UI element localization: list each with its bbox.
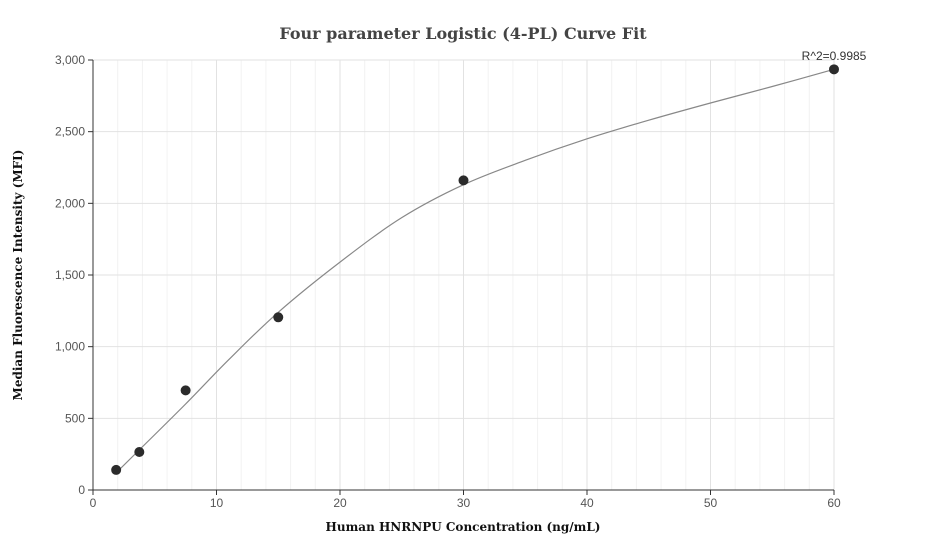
y-tick-label: 1,500 <box>55 268 85 282</box>
y-tick-label: 3,000 <box>55 53 85 67</box>
x-tick-label: 0 <box>90 496 97 510</box>
data-points <box>111 64 839 475</box>
x-tick-label: 10 <box>210 496 224 510</box>
grid-lines <box>92 59 835 491</box>
data-point <box>458 175 469 186</box>
y-tick-label: 2,500 <box>55 125 85 139</box>
data-point <box>829 64 839 75</box>
y-tick-label: 0 <box>78 483 85 497</box>
y-axis-title: Median Fluorescence Intensity (MFI) <box>11 150 25 401</box>
y-tick-label: 500 <box>65 411 85 425</box>
x-tick-label: 30 <box>457 496 471 510</box>
x-tick-label: 40 <box>580 496 594 510</box>
data-point <box>273 312 284 323</box>
x-tick-label: 60 <box>827 496 841 510</box>
data-point <box>134 447 145 458</box>
y-tick-label: 2,000 <box>55 196 85 210</box>
chart-title: Four parameter Logistic (4-PL) Curve Fit <box>279 24 647 43</box>
x-tick-label: 20 <box>333 496 347 510</box>
x-tick-label: 50 <box>704 496 718 510</box>
fit-curve <box>115 68 835 474</box>
y-tick-label: 1,000 <box>55 340 85 354</box>
data-point <box>111 464 122 475</box>
x-axis-title: Human HNRNPU Concentration (ng/mL) <box>326 520 601 534</box>
r-squared-annotation: R^2=0.9985 <box>802 49 867 63</box>
y-axis-ticks: 0 500 1,000 1,500 2,000 2,500 3,000 <box>55 53 93 497</box>
data-point <box>180 385 191 396</box>
x-axis-ticks: 0 10 20 30 40 50 60 <box>90 490 841 510</box>
